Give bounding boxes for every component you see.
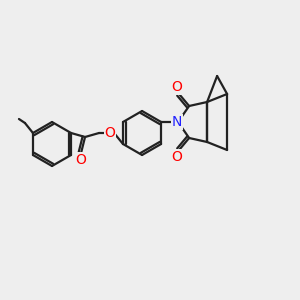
Text: N: N <box>172 115 182 129</box>
Text: O: O <box>105 126 116 140</box>
Text: O: O <box>76 153 86 167</box>
Text: O: O <box>172 80 182 94</box>
Text: O: O <box>172 150 182 164</box>
